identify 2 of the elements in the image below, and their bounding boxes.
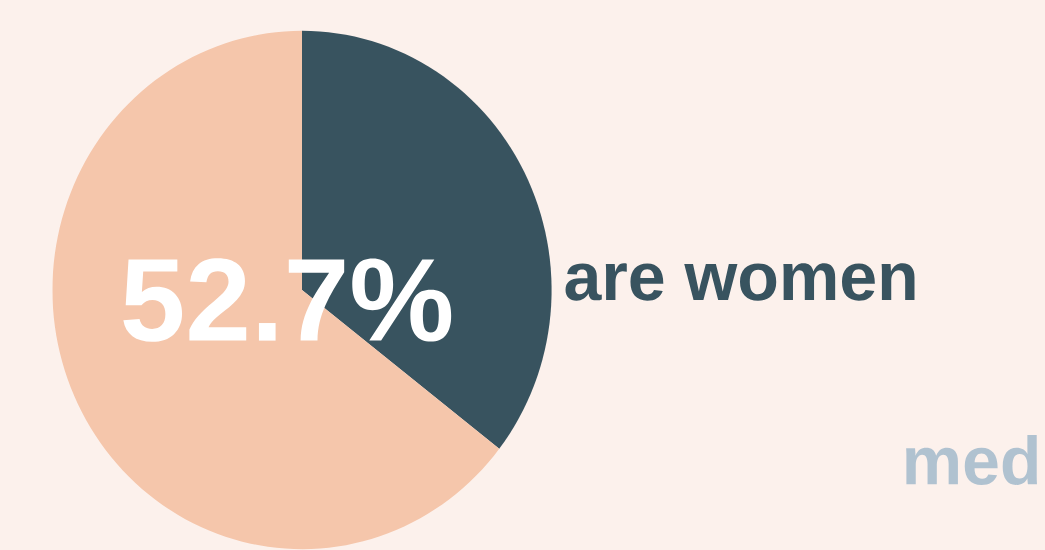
text: are women xyxy=(565,263,915,301)
text: med xyxy=(906,435,1037,485)
